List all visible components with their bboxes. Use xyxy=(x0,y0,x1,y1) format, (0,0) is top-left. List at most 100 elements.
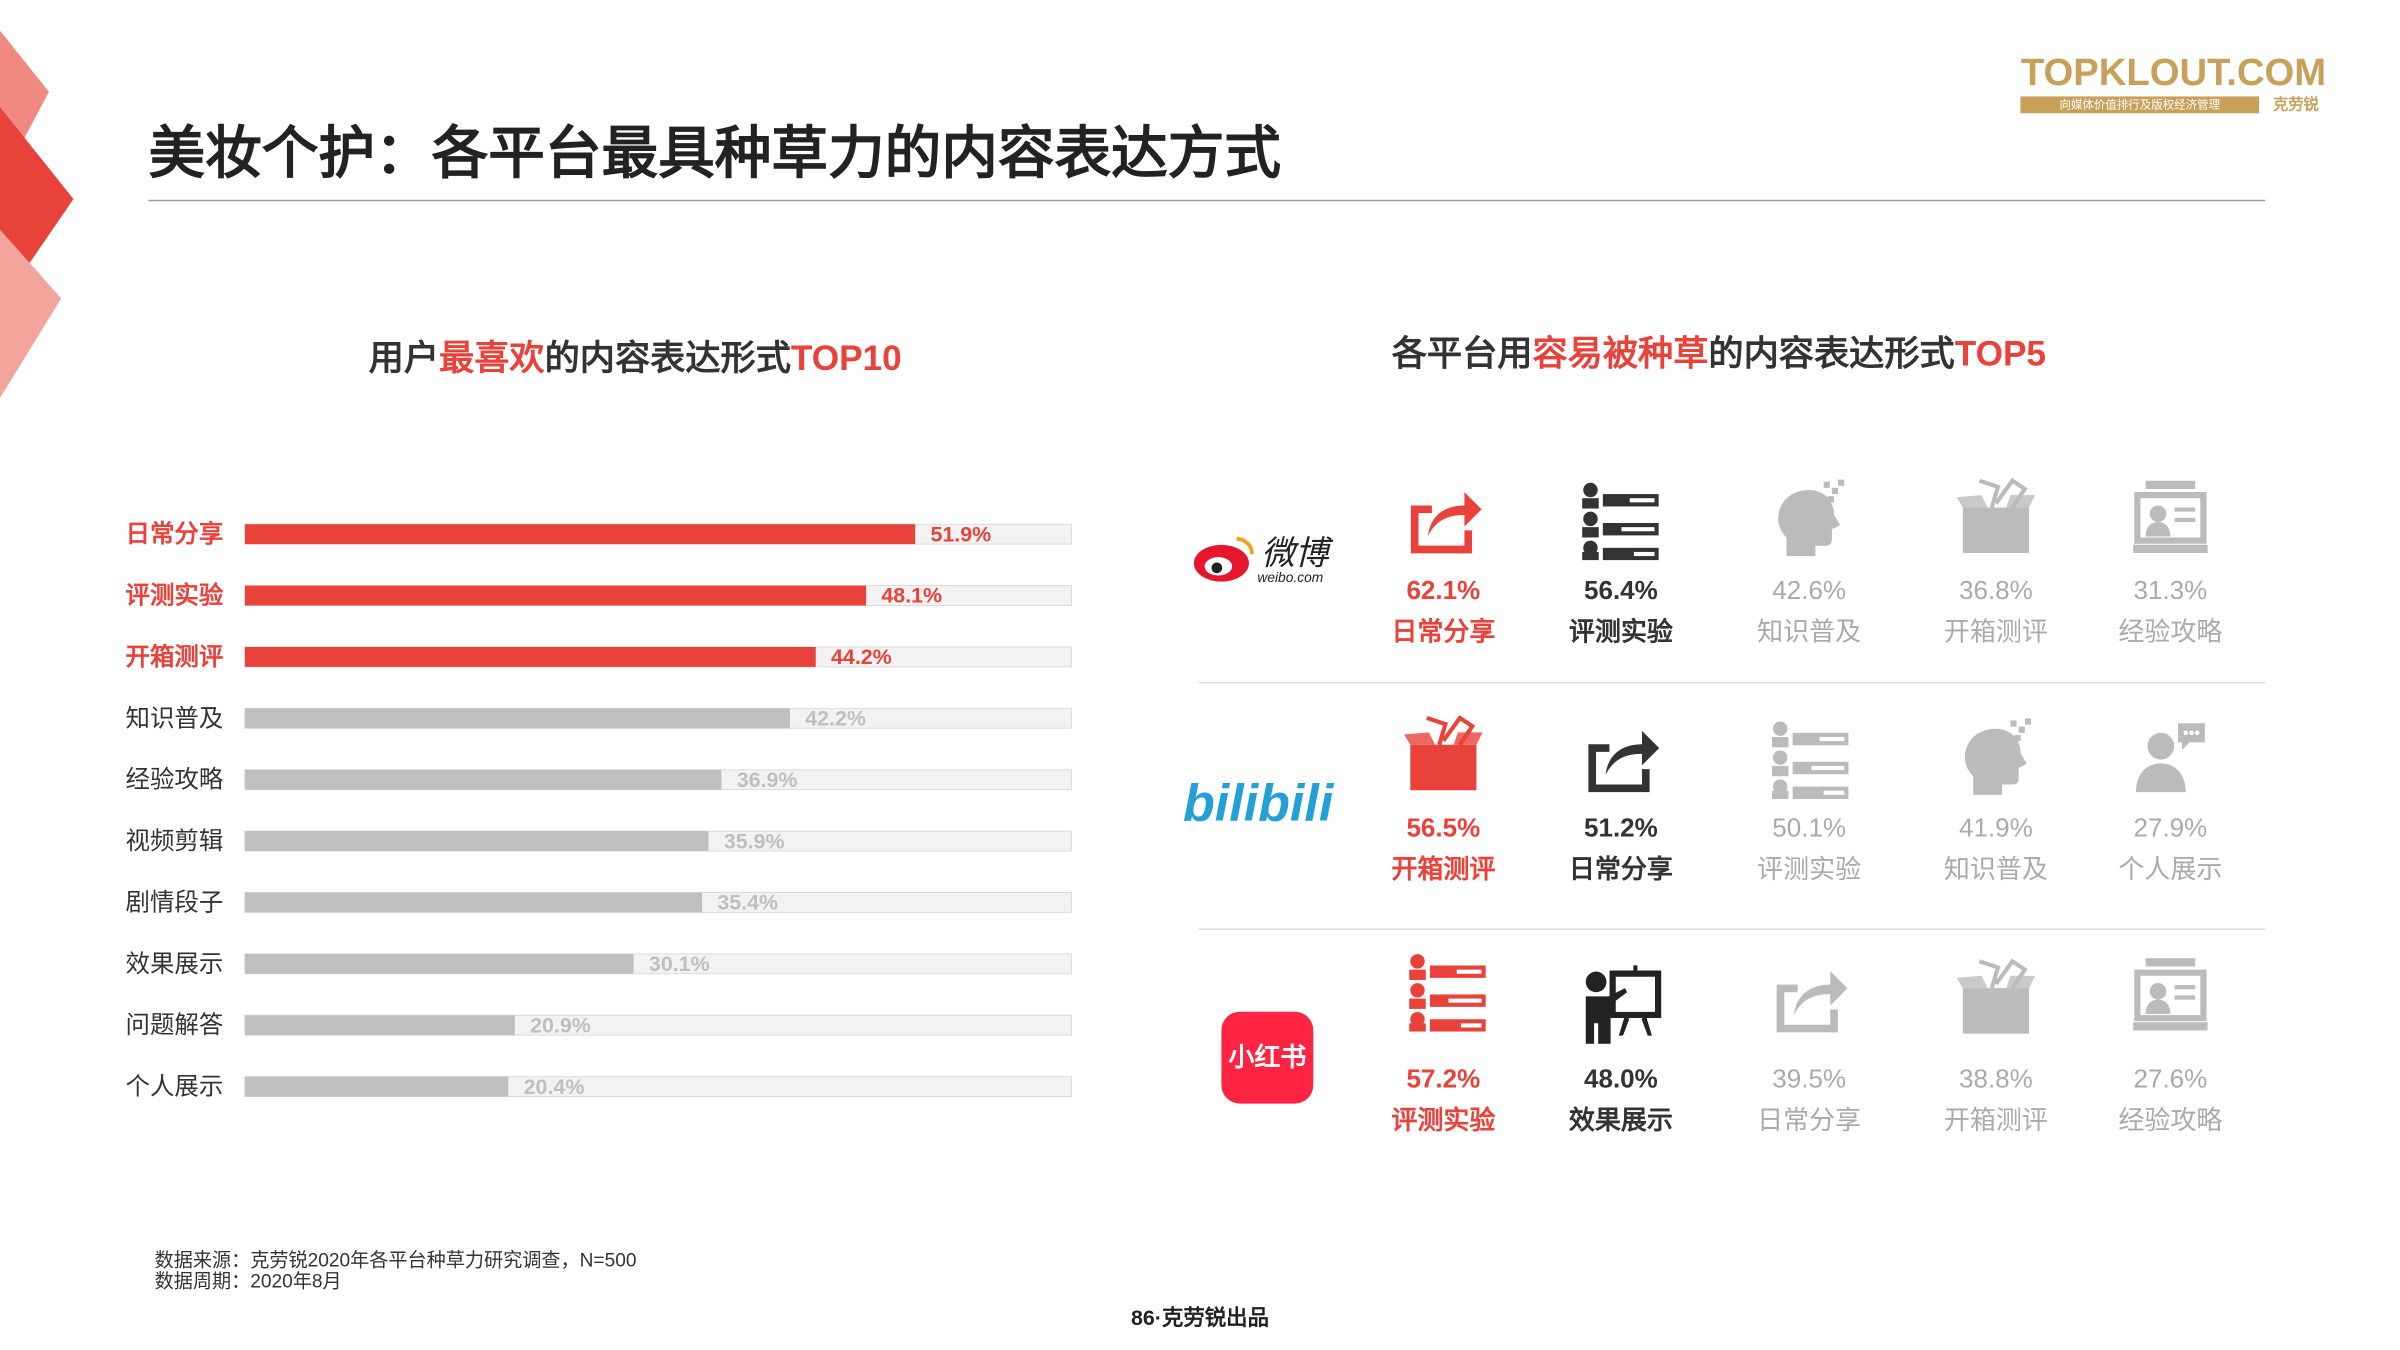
title-part: 的内容表达形式 xyxy=(1708,335,1954,374)
category-label: 知识普及 xyxy=(126,704,224,732)
title-part: 用户 xyxy=(369,340,439,379)
platform-value: 56.4% xyxy=(1584,575,1658,605)
platform-label: 日常分享 xyxy=(1757,1105,1861,1135)
logo-text: 小红书 xyxy=(1228,1042,1306,1072)
decor xyxy=(0,30,74,398)
platform-value: 41.9% xyxy=(1959,812,2033,842)
platform-label: 日常分享 xyxy=(1569,854,1673,884)
platform-label: 经验攻略 xyxy=(2118,1105,2222,1135)
icons xyxy=(1404,480,2207,1044)
value-label: 42.2% xyxy=(805,707,866,731)
title-part: TOP5 xyxy=(1955,335,2046,374)
bar xyxy=(244,1076,509,1097)
platform-label: 评测实验 xyxy=(1757,854,1861,884)
icon xyxy=(1584,965,1658,1044)
icon xyxy=(1410,492,1482,554)
bar xyxy=(244,585,867,606)
xiaohongshu-logo: 小红书 xyxy=(1221,1011,1314,1104)
footnote: 数据周期：2020年8月 xyxy=(155,1271,342,1293)
value-label: 35.4% xyxy=(717,891,778,915)
value-label: 36.9% xyxy=(737,768,798,792)
slide-title: 美妆个护：各平台最具种草力的内容表达方式 xyxy=(148,123,1281,186)
platform-label: 开箱测评 xyxy=(1944,1105,2048,1135)
tagline-bar xyxy=(2020,96,2260,114)
panel-title: 各平台用容易被种草的内容表达形式TOP5 xyxy=(1392,334,2046,374)
value-label: 20.4% xyxy=(524,1075,585,1099)
value-label: 44.2% xyxy=(831,645,892,669)
weibo-logo: 微博 weibo.com xyxy=(1193,536,1334,585)
icon xyxy=(1776,971,1848,1033)
bar xyxy=(244,892,703,913)
category-label: 效果展示 xyxy=(126,950,224,978)
platform-label: 效果展示 xyxy=(1569,1105,1673,1135)
value-label: 48.1% xyxy=(881,584,942,608)
icon xyxy=(1964,718,2032,795)
icon xyxy=(1409,954,1483,1031)
bar xyxy=(244,953,634,974)
platform-value: 50.1% xyxy=(1772,812,1846,842)
logo-text: weibo.com xyxy=(1257,570,1323,585)
icon xyxy=(1957,481,2036,553)
icon xyxy=(2133,481,2207,553)
icon xyxy=(2133,958,2207,1030)
platform-label: 经验攻略 xyxy=(2118,617,2222,647)
platform-value: 38.8% xyxy=(1959,1063,2033,1093)
bar xyxy=(244,831,709,852)
value-label: 35.9% xyxy=(724,829,785,853)
bilibili-logo: bilibili xyxy=(1183,774,1335,832)
platform-value: 51.2% xyxy=(1584,812,1658,842)
title-part: 的内容表达形式 xyxy=(545,340,791,379)
icon xyxy=(1772,721,1846,798)
category-label: 剧情段子 xyxy=(126,888,224,916)
category-label: 经验攻略 xyxy=(126,766,224,794)
platform-value: 36.8% xyxy=(1959,575,2033,605)
platform-label: 个人展示 xyxy=(2118,854,2222,884)
platform-value: 27.6% xyxy=(2134,1063,2208,1093)
title-part: TOP10 xyxy=(791,340,902,379)
category-label: 个人展示 xyxy=(126,1074,224,1101)
icon xyxy=(1778,479,1845,557)
bar xyxy=(244,769,722,790)
icon xyxy=(2135,723,2205,793)
platform-value: 31.3% xyxy=(2134,575,2208,605)
category-label: 开箱测评 xyxy=(126,642,224,671)
bar xyxy=(244,708,790,729)
chart-title: 用户最喜欢的内容表达形式TOP10 xyxy=(369,340,902,379)
platform-value: 56.5% xyxy=(1406,812,1480,842)
platform-label: 知识普及 xyxy=(1944,854,2048,884)
bar xyxy=(244,646,816,667)
page-number: 86·克劳锐出品 xyxy=(1131,1305,1269,1330)
brand-logo: TOPKLOUT.COM 向媒体价值排行及版权经济管理 克劳锐 xyxy=(2020,51,2326,114)
platform-label: 知识普及 xyxy=(1757,617,1861,647)
platform-label: 评测实验 xyxy=(1391,1105,1495,1135)
footnote: 数据来源：克劳锐2020年各平台种草力研究调查，N=500 xyxy=(155,1249,637,1271)
platform-value: 57.2% xyxy=(1406,1063,1480,1093)
icon xyxy=(1404,718,1483,790)
bar xyxy=(244,524,916,545)
category-label: 评测实验 xyxy=(126,581,224,610)
platform-value: 62.1% xyxy=(1406,575,1480,605)
brand-name: TOPKLOUT.COM xyxy=(2021,51,2326,94)
platform-value: 39.5% xyxy=(1772,1063,1846,1093)
platform-value: 42.6% xyxy=(1772,575,1846,605)
brand-cn: 克劳锐 xyxy=(2273,96,2320,114)
value-label: 51.9% xyxy=(930,522,991,546)
logo-text: 微博 xyxy=(1261,536,1334,573)
platform-label: 评测实验 xyxy=(1569,617,1673,647)
value-label: 30.1% xyxy=(649,952,710,976)
category-label: 视频剪辑 xyxy=(126,827,224,855)
platform-label: 日常分享 xyxy=(1391,617,1495,647)
icon xyxy=(1957,961,2036,1033)
value-label: 20.9% xyxy=(530,1013,591,1037)
category-label: 日常分享 xyxy=(126,519,224,548)
category-label: 问题解答 xyxy=(126,1011,224,1039)
bar xyxy=(244,1015,515,1036)
icon xyxy=(1582,483,1656,560)
platform-label: 开箱测评 xyxy=(1391,854,1495,884)
title-part: 最喜欢 xyxy=(439,340,545,379)
platform-value: 48.0% xyxy=(1584,1063,1658,1093)
platform-value: 27.9% xyxy=(2134,812,2208,842)
title-part: 各平台用 xyxy=(1392,334,1533,374)
